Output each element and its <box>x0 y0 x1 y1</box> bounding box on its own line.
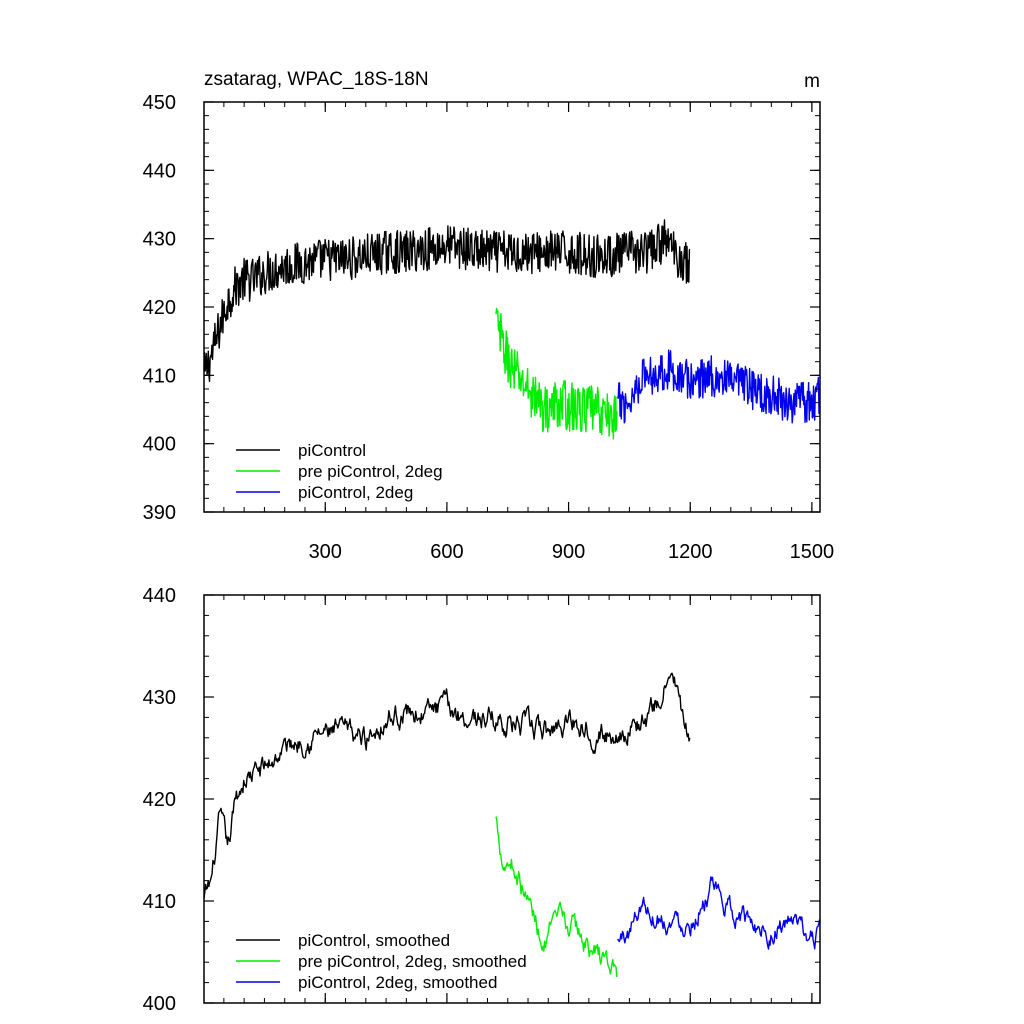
series-line <box>617 876 821 950</box>
legend-label: pre piControl, 2deg, smoothed <box>298 952 527 971</box>
ytick-label: 430 <box>143 229 176 251</box>
series-line <box>616 349 821 424</box>
chart-title: zsatarag, WPAC_18S-18N <box>204 69 429 90</box>
ytick-label: 390 <box>143 502 176 524</box>
legend: piControl pre piControl, 2deg piControl, 2… <box>236 441 443 502</box>
legend-label: piControl <box>298 441 366 460</box>
series-layer <box>203 672 821 978</box>
ytick-label: 440 <box>143 160 176 182</box>
unit-label: m <box>804 71 820 92</box>
plot-frame <box>203 594 821 1004</box>
ytick-label: 440 <box>143 585 176 607</box>
xtick-label: 900 <box>552 541 585 563</box>
series-layer <box>203 219 821 440</box>
ytick-label: 400 <box>143 993 176 1015</box>
series-line <box>203 219 691 382</box>
ytick-label: 400 <box>143 434 176 456</box>
series-line <box>203 672 691 899</box>
ytick-label: 450 <box>143 92 176 114</box>
top-line-chart: zsatarag, WPAC_18S-18N m 390 400 410 420 430… <box>143 69 835 563</box>
ytick-label: 410 <box>143 365 176 387</box>
plot-frame <box>203 101 821 513</box>
series-line <box>495 816 618 978</box>
axis-ticks: 400 410 420 430 440 <box>143 585 820 1015</box>
bottom-line-chart: 400 410 420 430 440 piControl, smoothed pre p… <box>143 585 821 1015</box>
xtick-label: 1500 <box>790 541 835 563</box>
ytick-label: 410 <box>143 891 176 913</box>
legend-label: pre piControl, 2deg <box>298 462 443 481</box>
xtick-label: 300 <box>309 541 342 563</box>
axis-ticks: 390 400 410 420 430 440 450 300 600 900 1200 1500 <box>143 92 835 563</box>
xtick-label: 1200 <box>668 541 713 563</box>
series-line <box>495 307 618 440</box>
legend: piControl, smoothed pre piControl, 2deg, … <box>236 931 527 992</box>
ytick-label: 420 <box>143 789 176 811</box>
legend-label: piControl, 2deg, smoothed <box>298 973 497 992</box>
legend-label: piControl, 2deg <box>298 483 413 502</box>
ytick-label: 430 <box>143 687 176 709</box>
xtick-label: 600 <box>430 541 463 563</box>
legend-label: piControl, smoothed <box>298 931 450 950</box>
ytick-label: 420 <box>143 297 176 319</box>
